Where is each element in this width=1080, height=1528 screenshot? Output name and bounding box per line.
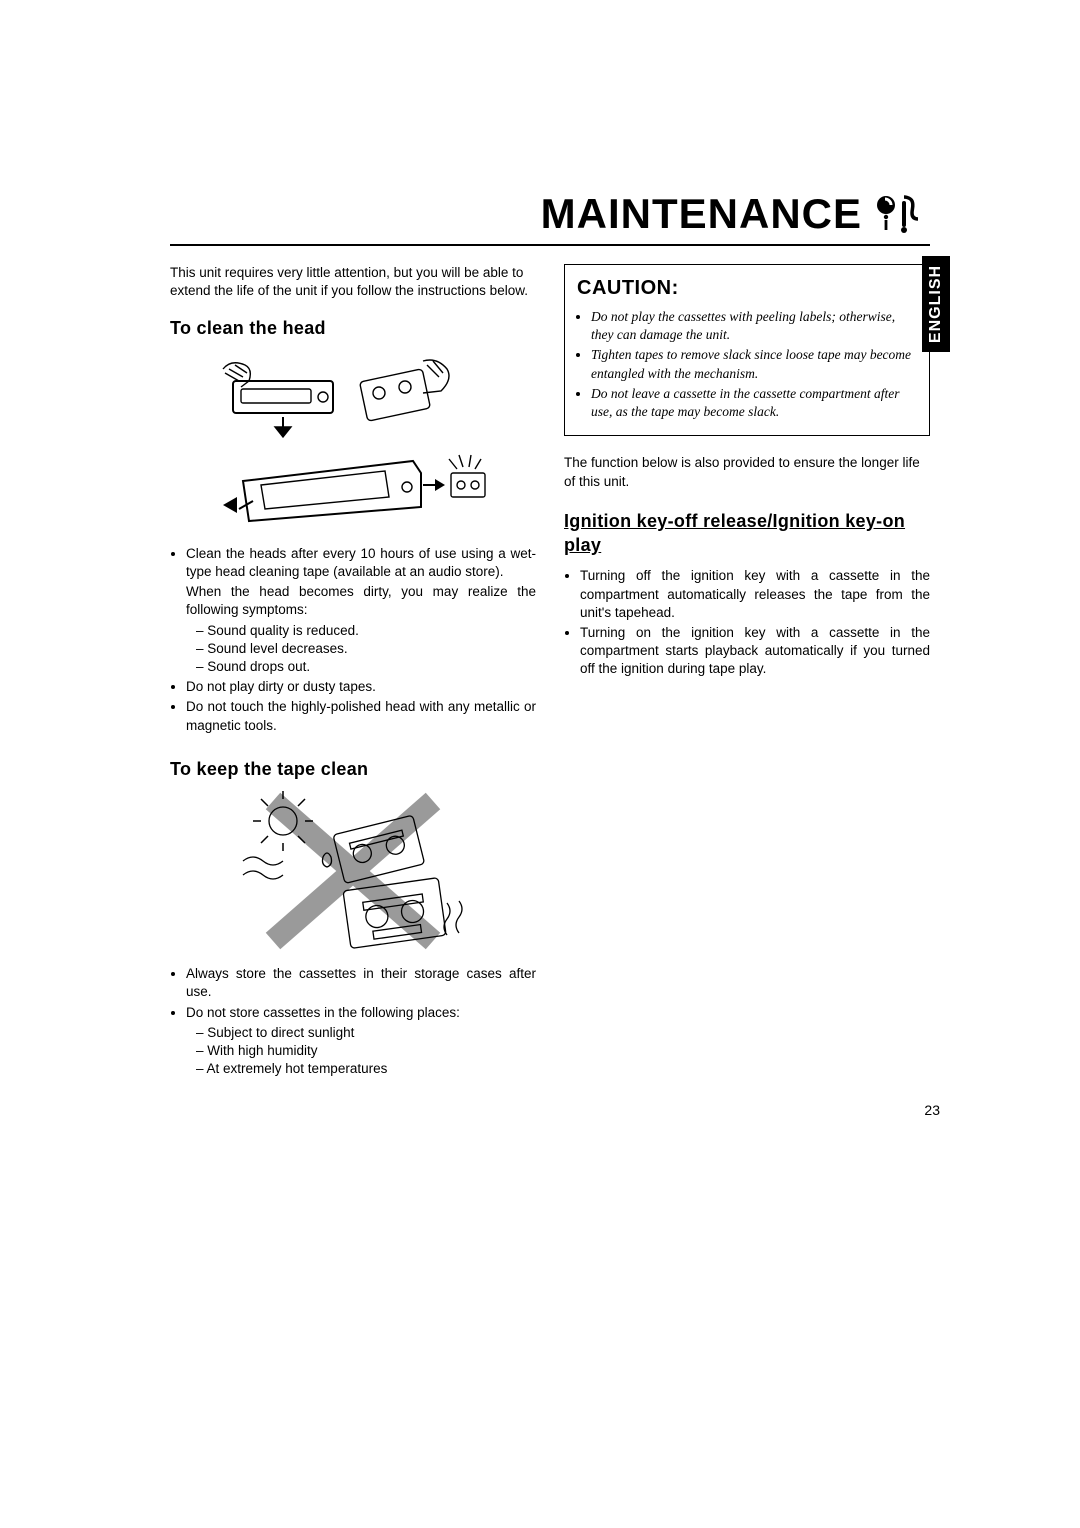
bullet-text: Do not play dirty or dusty tapes.: [186, 679, 376, 694]
heading-clean-head: To clean the head: [170, 316, 536, 340]
title-row: MAINTENANCE: [170, 190, 930, 246]
list-item: Always store the cassettes in their stor…: [186, 965, 536, 1001]
right-column: CAUTION: Do not play the cassettes with …: [564, 264, 930, 1101]
clean-head-bullets: Clean the heads after every 10 hours of …: [170, 545, 536, 735]
list-item: Do not touch the highly-polished head wi…: [186, 698, 536, 734]
section-keep-tape-clean: To keep the tape clean: [170, 757, 536, 1079]
dash-item: At extremely hot temperatures: [196, 1060, 536, 1078]
bullet-text: Clean the heads after every 10 hours of …: [186, 546, 536, 579]
caution-item: Tighten tapes to remove slack since loos…: [591, 346, 917, 382]
bullet-text: Turning off the ignition key with a cass…: [580, 568, 930, 619]
illustration-clean-head: [170, 351, 536, 531]
caution-item: Do not play the cassettes with peeling l…: [591, 308, 917, 344]
section-clean-head: To clean the head: [170, 316, 536, 734]
two-column-layout: This unit requires very little attention…: [170, 264, 930, 1101]
dash-item: Sound quality is reduced.: [196, 622, 536, 640]
list-item: Do not play dirty or dusty tapes.: [186, 678, 536, 696]
list-item: Turning off the ignition key with a cass…: [580, 567, 930, 622]
list-item: Turning on the ignition key with a casse…: [580, 624, 930, 679]
dash-item: Sound drops out.: [196, 658, 536, 676]
bullet-text: Turning on the ignition key with a casse…: [580, 625, 930, 676]
intro-text: This unit requires very little attention…: [170, 264, 536, 300]
dash-list: Sound quality is reduced. Sound level de…: [186, 622, 536, 677]
bullet-text: Do not store cassettes in the following …: [186, 1005, 460, 1020]
maintenance-icon: [874, 193, 930, 238]
ignition-bullets: Turning off the ignition key with a cass…: [564, 567, 930, 678]
heading-keep-tape-clean: To keep the tape clean: [170, 757, 536, 781]
language-label: ENGLISH: [927, 265, 945, 343]
list-item: Clean the heads after every 10 hours of …: [186, 545, 536, 677]
page-content: MAINTENANCE This unit requires very litt…: [170, 190, 930, 1101]
illustration-keep-tape-clean: [170, 791, 536, 951]
caution-list: Do not play the cassettes with peeling l…: [577, 308, 917, 421]
caution-box: CAUTION: Do not play the cassettes with …: [564, 264, 930, 436]
caution-item: Do not leave a cassette in the cassette …: [591, 385, 917, 421]
bullet-text: Do not touch the highly-polished head wi…: [186, 699, 536, 732]
after-caution-text: The function below is also provided to e…: [564, 454, 930, 490]
dash-item: Sound level decreases.: [196, 640, 536, 658]
page-number: 23: [924, 1102, 940, 1118]
bullet-text: Always store the cassettes in their stor…: [186, 966, 536, 999]
language-tab: ENGLISH: [922, 256, 950, 352]
dash-item: Subject to direct sunlight: [196, 1024, 536, 1042]
section-ignition: Ignition key-off release/Ignition key-on…: [564, 509, 930, 679]
dash-list: Subject to direct sunlight With high hum…: [186, 1024, 536, 1079]
dash-item: With high humidity: [196, 1042, 536, 1060]
heading-ignition: Ignition key-off release/Ignition key-on…: [564, 509, 930, 558]
list-item: Do not store cassettes in the following …: [186, 1004, 536, 1079]
page-title: MAINTENANCE: [541, 190, 862, 238]
caution-title: CAUTION:: [577, 275, 917, 302]
left-column: This unit requires very little attention…: [170, 264, 536, 1101]
keep-tape-bullets: Always store the cassettes in their stor…: [170, 965, 536, 1078]
follow-text: When the head becomes dirty, you may rea…: [186, 583, 536, 619]
